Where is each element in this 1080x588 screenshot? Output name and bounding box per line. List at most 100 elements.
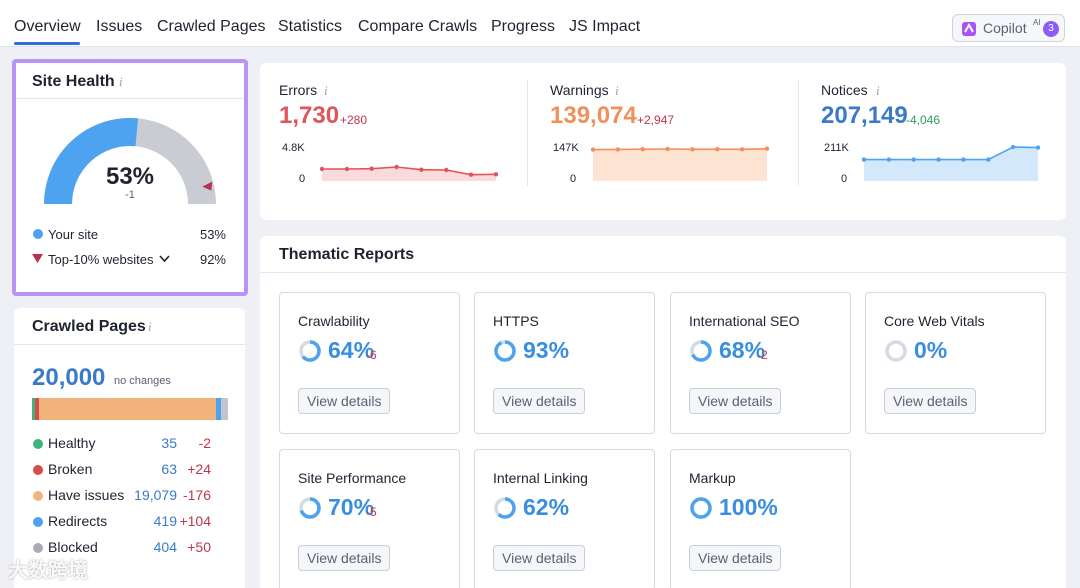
view-details-button[interactable]: View details [493, 545, 586, 571]
thematic-report-card[interactable]: HTTPS 93% View details [474, 292, 655, 434]
crawled-row-value[interactable]: 35 [161, 435, 177, 451]
progress-ring-icon [299, 497, 321, 519]
legend-your-site-value: 53% [199, 227, 226, 242]
sparkline-point [1035, 145, 1040, 150]
view-details-button[interactable]: View details [884, 388, 977, 414]
metric-max-tick: 4.8K [282, 142, 305, 154]
top10-triangle-icon [32, 254, 43, 263]
crawled-row-label: Broken [48, 461, 93, 477]
tab-issues[interactable]: Issues [96, 18, 143, 35]
top-navigation: Overview Issues Crawled Pages Statistics… [0, 0, 1080, 47]
metric-delta: +280 [340, 113, 368, 127]
view-details-button[interactable]: View details [689, 388, 782, 414]
progress-ring-icon [885, 340, 907, 362]
thematic-report-card[interactable]: Crawlability 64% -6 View details [279, 292, 460, 434]
sparkline-point [468, 172, 474, 177]
crawled-row-delta: +50 [187, 539, 211, 555]
sparkline-point [886, 157, 892, 162]
thematic-report-card[interactable]: Markup 100% View details [670, 449, 851, 588]
metric-min-tick: 0 [841, 173, 848, 185]
report-percent: 70% [328, 494, 375, 520]
sparkline-point [493, 172, 498, 177]
thematic-report-card[interactable]: Site Performance 70% -5 View details [279, 449, 460, 588]
tab-compare-crawls[interactable]: Compare Crawls [358, 18, 478, 35]
report-name: Core Web Vitals [884, 313, 985, 329]
report-delta: -6 [366, 348, 377, 362]
thematic-report-card[interactable]: Internal Linking 62% View details [474, 449, 655, 588]
metric-value[interactable]: 207,149 [821, 102, 908, 129]
metric-value[interactable]: 139,074 [550, 102, 637, 129]
sparkline-point [665, 146, 670, 152]
site-health-delta: -1 [125, 189, 135, 201]
thematic-report-card[interactable]: International SEO 68% -2 View details [670, 292, 851, 434]
crawled-row-value[interactable]: 404 [153, 539, 177, 555]
sparkline-area [864, 147, 1038, 181]
sparkline-point [615, 147, 621, 152]
report-name: Site Performance [298, 470, 407, 486]
tab-overview[interactable]: Overview [14, 18, 81, 35]
sparkline-point [936, 157, 941, 162]
crawled-pages-total[interactable]: 20,000 [32, 364, 106, 391]
sparkline-point [394, 164, 399, 170]
sparkline-point [640, 147, 645, 152]
sparkline-point [369, 166, 374, 171]
metric-label: Warnings [550, 82, 609, 98]
copilot-button[interactable]: Copilot AI 3 [952, 14, 1065, 42]
sparkline-line [864, 146, 1039, 161]
sparkline-point [961, 157, 966, 162]
sparkline-line [592, 147, 768, 151]
view-details-button[interactable]: View details [298, 545, 391, 571]
metric-info-icon[interactable]: i [615, 83, 619, 98]
chevron-down-icon[interactable] [159, 255, 170, 263]
tab-js-impact[interactable]: JS Impact [569, 18, 641, 35]
view-details-button[interactable]: View details [689, 545, 782, 571]
crawled-row-delta: -2 [198, 435, 211, 451]
sparkline-point [764, 146, 769, 151]
divider [14, 344, 245, 345]
sparkline-point [911, 157, 916, 162]
metric-value[interactable]: 1,730 [279, 102, 340, 129]
copilot-count-badge: 3 [1043, 21, 1059, 37]
site-health-info-icon[interactable]: i [119, 74, 123, 89]
sparkline-point [591, 147, 596, 152]
divider [798, 80, 799, 186]
tab-progress[interactable]: Progress [491, 18, 556, 35]
view-details-button[interactable]: View details [298, 388, 391, 414]
report-percent: 100% [719, 494, 778, 520]
report-name: Internal Linking [493, 470, 588, 486]
metric-min-tick: 0 [570, 173, 577, 185]
metric-info-icon[interactable]: i [876, 83, 880, 98]
crawled-row-value[interactable]: 19,079 [134, 487, 177, 503]
legend-top10[interactable]: Top-10% websites [48, 252, 154, 267]
sparkline-point [320, 166, 325, 172]
metric-sparkline [862, 145, 1040, 181]
status-dot [33, 465, 43, 475]
crawled-row-value[interactable]: 63 [161, 461, 177, 477]
crawled-row-value[interactable]: 419 [153, 513, 177, 529]
site-health-gauge [44, 117, 216, 205]
tab-crawled-pages[interactable]: Crawled Pages [157, 18, 266, 35]
status-dot [33, 517, 43, 527]
divider [260, 272, 1066, 273]
report-name: Markup [689, 470, 736, 486]
tab-statistics[interactable]: Statistics [278, 18, 343, 35]
thematic-report-card[interactable]: Core Web Vitals 0% View details [865, 292, 1046, 434]
progress-ring-icon [299, 340, 321, 362]
legend-top10-value: 92% [199, 252, 226, 267]
crawled-pages-info-icon[interactable]: i [148, 319, 152, 334]
report-percent: 0% [914, 337, 948, 363]
metric-info-icon[interactable]: i [324, 83, 328, 98]
report-percent: 62% [523, 494, 570, 520]
report-percent: 68% [719, 337, 766, 363]
watermark: 大数跨境 [8, 560, 88, 582]
view-details-button[interactable]: View details [493, 388, 586, 414]
metric-sparkline [320, 164, 498, 181]
sparkline-area [593, 148, 767, 181]
issues-metrics-card [260, 63, 1066, 220]
sparkline-point [862, 157, 867, 162]
report-name: International SEO [689, 313, 800, 329]
crawled-pages-note: no changes [114, 375, 171, 387]
metric-label: Errors [279, 82, 318, 98]
thematic-reports-title: Thematic Reports [279, 246, 415, 263]
crawled-row-delta: +104 [179, 513, 211, 529]
